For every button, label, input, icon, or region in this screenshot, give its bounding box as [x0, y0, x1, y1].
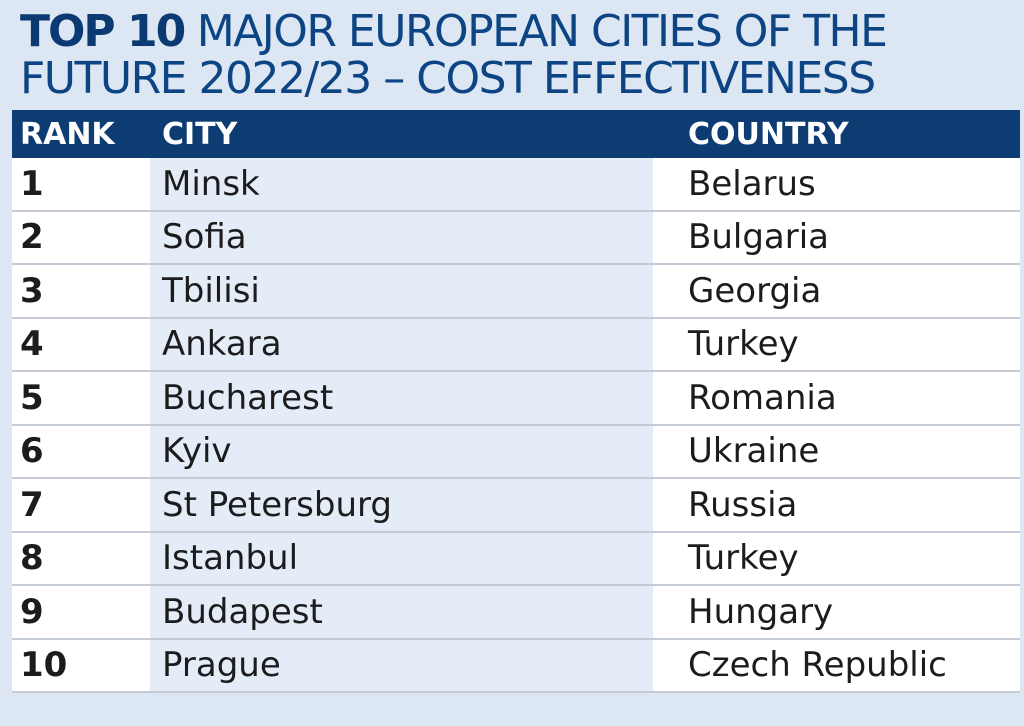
rank-cell: 9 [12, 586, 150, 638]
table-row: 10 Prague Czech Republic [12, 639, 1020, 693]
rank-cell: 8 [12, 532, 150, 584]
country-cell: Georgia [653, 265, 1020, 317]
rank-cell: 2 [12, 211, 150, 263]
city-cell: Sofia [150, 211, 653, 263]
header-city: CITY [162, 116, 238, 152]
table-header: RANK CITY COUNTRY [12, 110, 1020, 158]
header-rank: RANK [20, 116, 115, 152]
country-cell: Turkey [653, 318, 1020, 370]
table-body: 1 Minsk Belarus 2 Sofia Bulgaria 3 Tbilisi Georg… [12, 158, 1020, 693]
table-row: 3 Tbilisi Georgia [12, 265, 1020, 319]
table-row: 5 Bucharest Romania [12, 372, 1020, 426]
table-row: 2 Sofia Bulgaria [12, 211, 1020, 265]
city-cell: St Petersburg [150, 479, 653, 531]
city-cell: Istanbul [150, 532, 653, 584]
rank-cell: 5 [12, 372, 150, 424]
country-cell: Czech Republic [653, 639, 1020, 691]
table-row: 6 Kyiv Ukraine [12, 425, 1020, 479]
title-highlight: TOP 10 [20, 6, 186, 57]
table-row: 8 Istanbul Turkey [12, 532, 1020, 586]
city-cell: Minsk [150, 158, 653, 210]
table-row: 9 Budapest Hungary [12, 586, 1020, 640]
rank-cell: 10 [12, 639, 150, 691]
page-title: TOP 10 MAJOR EUROPEAN CITIES OF THE FUTU… [20, 8, 1010, 102]
rank-cell: 4 [12, 318, 150, 370]
country-cell: Hungary [653, 586, 1020, 638]
rank-cell: 1 [12, 158, 150, 210]
city-cell: Kyiv [150, 425, 653, 477]
city-cell: Ankara [150, 318, 653, 370]
city-cell: Budapest [150, 586, 653, 638]
header-country: COUNTRY [688, 116, 849, 152]
country-cell: Belarus [653, 158, 1020, 210]
country-cell: Ukraine [653, 425, 1020, 477]
country-cell: Romania [653, 372, 1020, 424]
ranking-table: RANK CITY COUNTRY 1 Minsk Belarus 2 Sofia Bul… [12, 110, 1020, 693]
country-cell: Bulgaria [653, 211, 1020, 263]
rank-cell: 6 [12, 425, 150, 477]
rank-cell: 7 [12, 479, 150, 531]
title-text: MAJOR EUROPEAN CITIES OF THE FUTURE 2022… [20, 6, 888, 104]
city-cell: Tbilisi [150, 265, 653, 317]
city-cell: Prague [150, 639, 653, 691]
table-row: 7 St Petersburg Russia [12, 479, 1020, 533]
rank-cell: 3 [12, 265, 150, 317]
table-row: 4 Ankara Turkey [12, 318, 1020, 372]
country-cell: Russia [653, 479, 1020, 531]
city-cell: Bucharest [150, 372, 653, 424]
country-cell: Turkey [653, 532, 1020, 584]
table-row: 1 Minsk Belarus [12, 158, 1020, 212]
